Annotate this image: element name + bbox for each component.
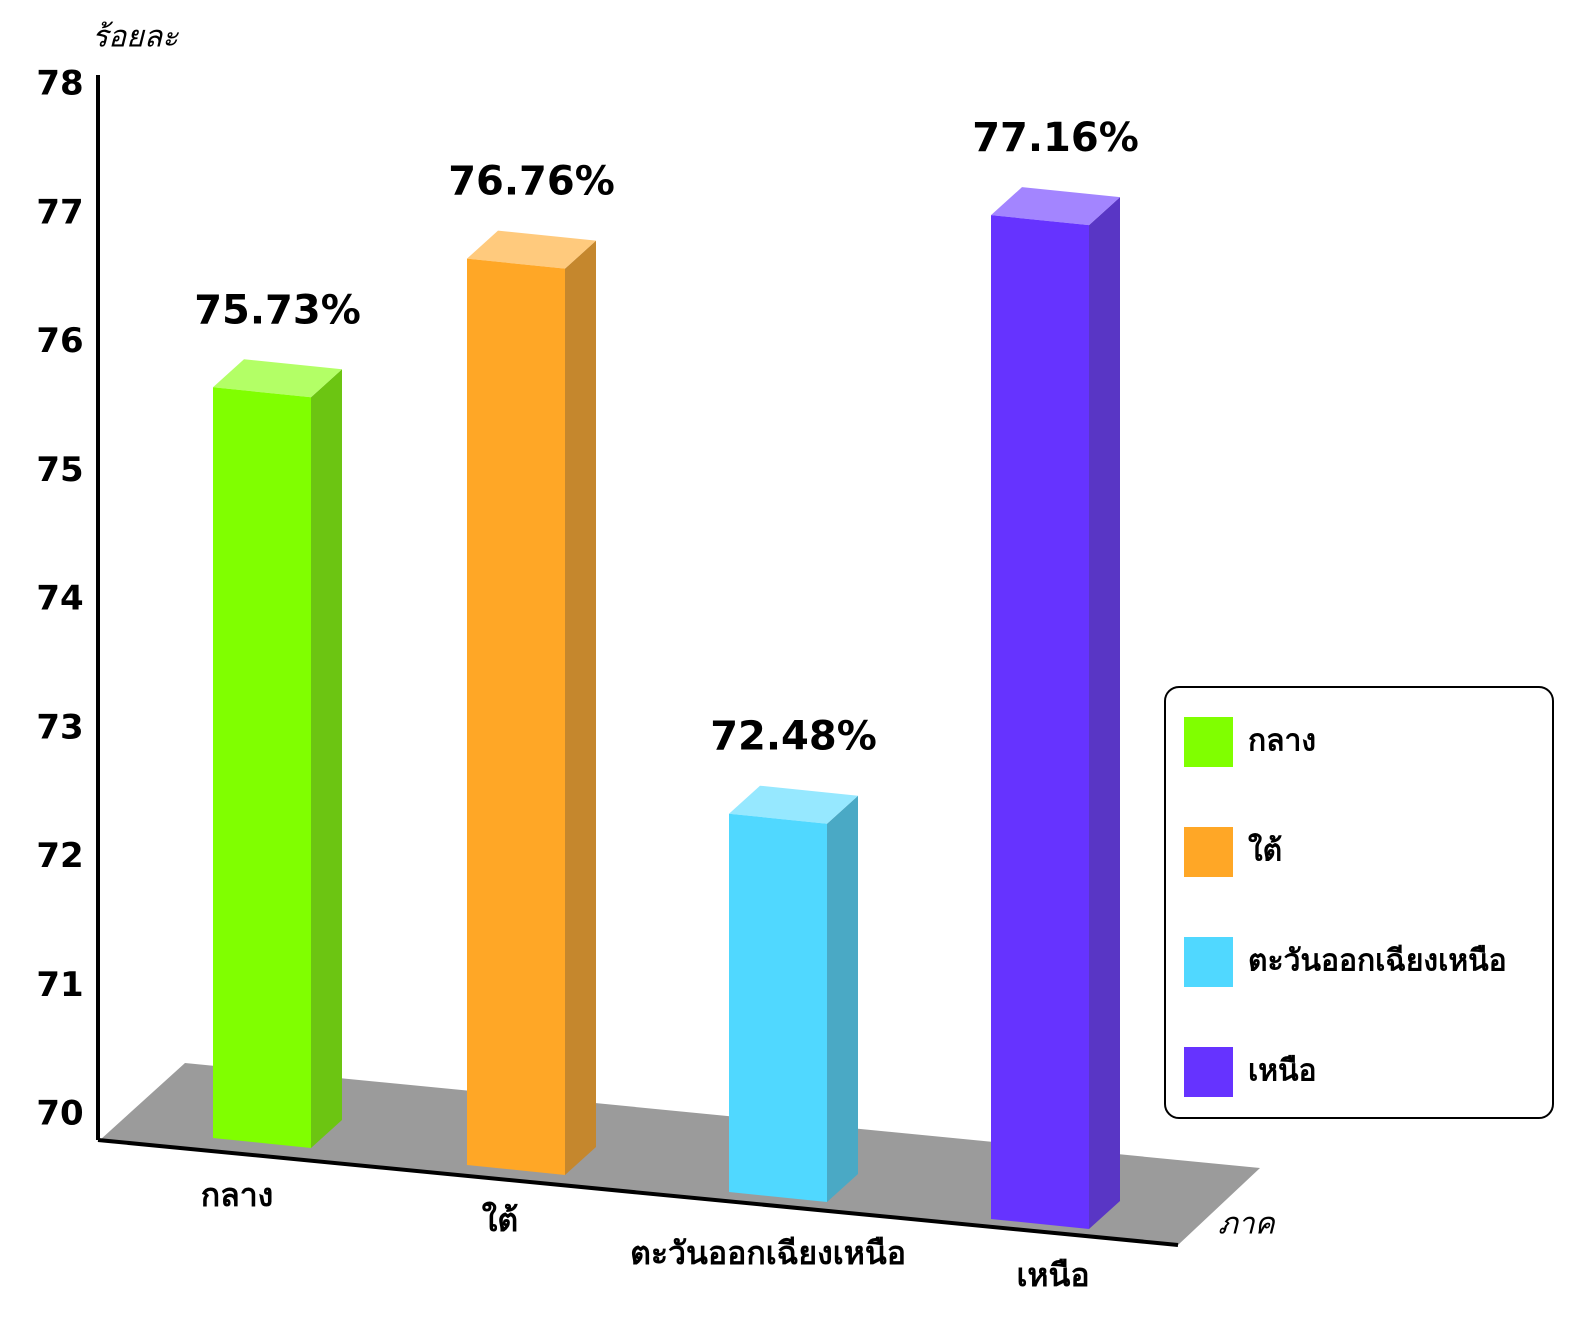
bar [213,387,311,1148]
y-tick-label: 78 [36,64,83,104]
bar-top [213,359,342,398]
bar-side [311,369,342,1148]
bar [467,258,565,1175]
x-tick-label: ใต้ [482,1201,518,1239]
value-label: 72.48% [710,714,877,760]
bar-top [467,230,596,269]
legend-swatch [1184,937,1233,987]
value-label: 77.16% [972,115,1139,161]
value-label: 76.76% [448,159,615,205]
bar-side [827,795,858,1202]
y-tick-label: 75 [36,450,83,490]
y-tick-label: 71 [36,965,83,1005]
floor [100,1063,1260,1245]
bar-top [729,785,858,824]
x-tick-label: เหนือ [1016,1256,1089,1294]
x-axis-label: ภาค [1218,1207,1277,1242]
y-tick-label: 74 [36,579,83,619]
legend-label: เหนือ [1248,1054,1317,1089]
y-tick-label: 77 [36,192,83,232]
value-label: 75.73% [194,287,361,333]
y-tick-label: 73 [36,707,83,747]
x-tick-label: ตะวันออกเฉียงเหนือ [630,1234,906,1272]
legend-swatch [1184,1047,1233,1097]
x-tick-label: กลาง [201,1176,274,1214]
bar-side [565,240,596,1175]
y-axis-label: ร้อยละ [92,20,179,55]
legend-label: ใต้ [1248,833,1282,869]
bar-side [1089,197,1120,1229]
legend [1164,686,1554,1119]
legend-swatch [1184,717,1233,767]
bar [991,215,1089,1229]
legend-label: ตะวันออกเฉียงเหนือ [1248,944,1507,979]
x-axis [97,1138,1179,1247]
y-tick-label: 70 [36,1094,83,1134]
y-tick-label: 76 [36,321,83,361]
legend-swatch [1184,827,1233,877]
y-tick-label: 72 [36,836,83,876]
bar-top [991,187,1120,226]
bar [729,813,827,1202]
legend-label: กลาง [1248,724,1316,759]
